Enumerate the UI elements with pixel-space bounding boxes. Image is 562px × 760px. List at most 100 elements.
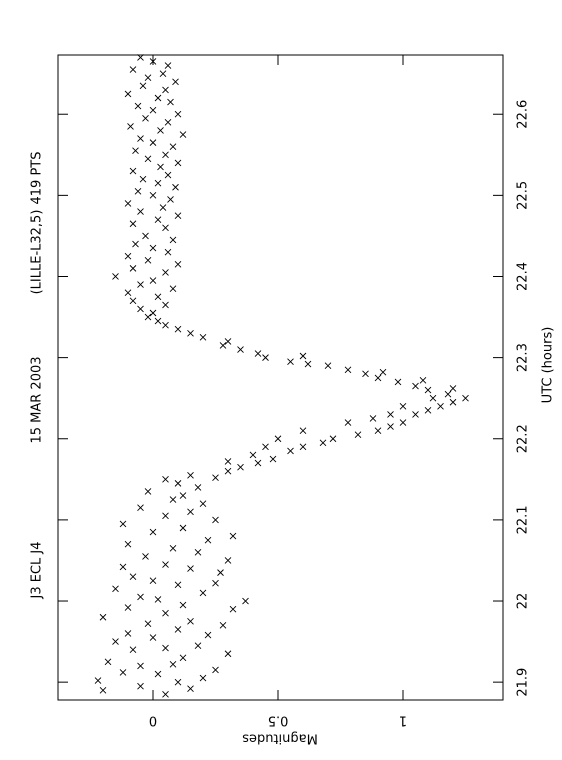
data-point xyxy=(137,135,144,142)
data-point xyxy=(159,204,167,211)
data-point xyxy=(299,443,307,451)
data-point xyxy=(154,179,162,187)
data-point xyxy=(154,216,162,224)
data-point xyxy=(219,342,227,349)
data-point xyxy=(124,540,132,548)
data-point xyxy=(199,334,207,341)
data-point xyxy=(174,110,182,118)
data-point xyxy=(387,423,394,430)
data-point xyxy=(162,691,169,698)
data-point xyxy=(162,269,169,276)
data-point xyxy=(137,504,144,512)
data-point xyxy=(399,419,407,426)
y-tick-label: 0.5 xyxy=(268,713,289,728)
data-point xyxy=(129,265,137,272)
data-point xyxy=(127,123,134,130)
data-point xyxy=(134,102,142,110)
data-point xyxy=(254,350,262,357)
data-point xyxy=(179,654,187,662)
data-point xyxy=(199,589,207,597)
data-point xyxy=(157,127,164,134)
data-point xyxy=(132,240,139,248)
data-point xyxy=(132,147,139,155)
data-point xyxy=(224,557,232,564)
data-point xyxy=(149,106,157,114)
data-point xyxy=(179,131,187,138)
data-point xyxy=(162,644,169,652)
data-point xyxy=(304,360,312,368)
data-point xyxy=(139,82,147,90)
data-point xyxy=(144,313,152,321)
data-point xyxy=(149,634,157,641)
data-point xyxy=(157,163,164,171)
data-point xyxy=(149,58,157,65)
data-point xyxy=(99,613,107,621)
data-point xyxy=(174,212,182,219)
y-tick-label: 1 xyxy=(399,713,407,728)
data-point xyxy=(174,159,182,167)
data-point xyxy=(162,301,169,309)
data-point xyxy=(429,394,437,402)
data-point xyxy=(142,553,149,560)
title-part: J3 ECL J4 xyxy=(30,541,45,599)
data-point xyxy=(224,467,232,475)
data-point xyxy=(169,236,177,244)
y-tick-label: 0 xyxy=(149,713,157,728)
data-point xyxy=(149,139,157,146)
data-point xyxy=(99,686,107,694)
data-point xyxy=(149,244,157,252)
data-point xyxy=(224,338,232,345)
data-point xyxy=(172,78,179,86)
y-axis-label: Magnitudes xyxy=(242,731,318,746)
data-point xyxy=(187,329,194,337)
title-part: (LILLE-L32,5) xyxy=(30,210,45,295)
data-point xyxy=(119,563,127,571)
data-point xyxy=(124,630,132,637)
data-point xyxy=(149,528,157,536)
data-point xyxy=(194,642,202,649)
data-point xyxy=(224,458,232,465)
data-point xyxy=(444,390,452,398)
data-point xyxy=(229,532,237,540)
data-point xyxy=(242,597,249,605)
data-point xyxy=(374,374,382,382)
data-point xyxy=(149,192,157,199)
data-point xyxy=(179,524,187,532)
data-point xyxy=(187,565,194,572)
data-point xyxy=(329,435,337,443)
data-point xyxy=(179,492,187,499)
data-point xyxy=(137,208,144,215)
data-point xyxy=(162,609,169,617)
data-point xyxy=(204,631,212,639)
data-point xyxy=(142,232,149,240)
data-point xyxy=(369,415,377,422)
data-point xyxy=(419,377,427,384)
data-point xyxy=(212,474,219,482)
data-point xyxy=(424,386,432,394)
data-point xyxy=(154,670,162,678)
data-point xyxy=(354,431,362,439)
data-point xyxy=(374,427,382,434)
data-point xyxy=(424,407,432,414)
data-point xyxy=(137,281,144,288)
data-point xyxy=(162,561,169,568)
data-point xyxy=(224,650,232,658)
x-tick-label: 22.1 xyxy=(516,505,531,534)
data-point xyxy=(129,646,137,654)
data-point xyxy=(187,471,194,479)
data-point xyxy=(437,402,444,410)
x-axis-label: UTC (hours) xyxy=(541,327,556,404)
data-point xyxy=(112,638,119,645)
data-point xyxy=(219,622,227,629)
data-point xyxy=(179,601,187,609)
data-point xyxy=(399,402,407,410)
data-point xyxy=(164,62,172,69)
data-point xyxy=(162,86,169,94)
data-point xyxy=(194,484,202,491)
data-point xyxy=(379,368,387,376)
data-point xyxy=(174,626,182,633)
data-point xyxy=(144,74,152,82)
data-point xyxy=(174,581,182,589)
data-point xyxy=(149,277,157,284)
data-point xyxy=(262,354,269,361)
